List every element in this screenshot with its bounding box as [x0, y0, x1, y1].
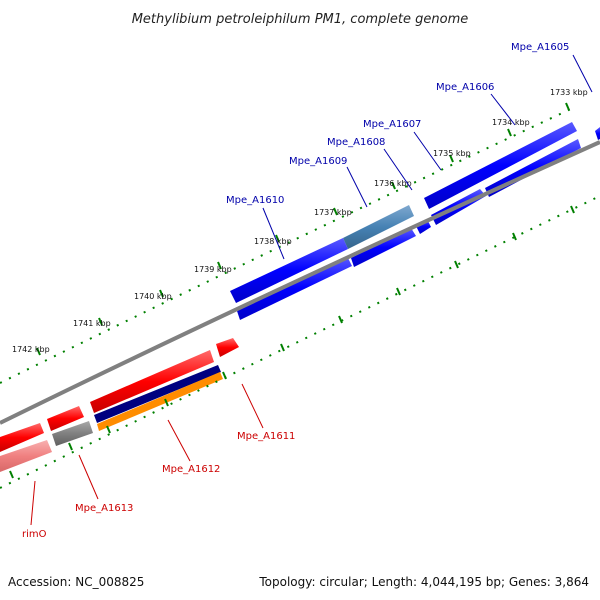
- gene-arrow[interactable]: [230, 238, 348, 303]
- map-title: Methylibium petroleiphilum PM1, complete…: [132, 12, 469, 27]
- gene-arrow[interactable]: [343, 205, 414, 249]
- ruler-tick: [454, 260, 459, 269]
- gene-label-mpe-a1610[interactable]: Mpe_A1610: [226, 195, 284, 206]
- leader-line: [167, 419, 191, 462]
- gene-arrow[interactable]: [595, 127, 600, 140]
- leader-line: [383, 148, 413, 191]
- gene-arrow[interactable]: [236, 256, 352, 320]
- ruler-arc: [0, 107, 574, 384]
- kbp-label: 1741 kbp: [73, 319, 111, 328]
- leader-line: [262, 207, 285, 260]
- leader-line: [346, 166, 368, 208]
- ruler-ticks: [36, 102, 570, 356]
- ruler-tick: [222, 371, 227, 380]
- ruler-tick: [9, 470, 14, 479]
- ruler-tick: [280, 343, 285, 352]
- ruler-tick: [275, 234, 280, 243]
- leader-line: [78, 454, 99, 500]
- gene-label-mpe-a1613[interactable]: Mpe_A1613: [75, 503, 133, 514]
- forward-gene-labels: Mpe_A1605 Mpe_A1606 Mpe_A1607 Mpe_A1608 …: [226, 42, 569, 206]
- genome-summary-text: Topology: circular; Length: 4,044,195 bp…: [258, 575, 589, 589]
- kbp-label: 1736 kbp: [374, 179, 412, 188]
- gene-arrow[interactable]: [52, 421, 93, 446]
- gene-arrow[interactable]: [90, 350, 214, 413]
- ruler-tick: [449, 154, 454, 163]
- kbp-label: 1735 kbp: [433, 149, 471, 158]
- ruler-tick: [217, 261, 222, 270]
- ruler-tick: [507, 128, 512, 137]
- reverse-leaders: [30, 383, 264, 526]
- kbp-label: 1742 kbp: [12, 345, 50, 354]
- ruler-tick: [570, 205, 575, 214]
- gene-label-mpe-a1611[interactable]: Mpe_A1611: [237, 431, 295, 442]
- gene-arrow[interactable]: [216, 338, 239, 357]
- forward-leaders: [262, 54, 593, 260]
- ruler-tick: [159, 289, 164, 298]
- gene-arrow[interactable]: [424, 122, 577, 209]
- gene-label-mpe-a1606[interactable]: Mpe_A1606: [436, 82, 494, 93]
- gene-arrow[interactable]: [0, 423, 44, 452]
- kbp-label: 1734 kbp: [492, 118, 530, 127]
- kbp-label: 1738 kbp: [254, 237, 292, 246]
- ruler-tick: [164, 398, 169, 407]
- reverse-gene-track: [0, 338, 239, 452]
- inner-ticks: [9, 205, 575, 479]
- ruler-tick: [512, 232, 517, 241]
- gene-arrow[interactable]: [94, 365, 221, 423]
- ruler-labels: 1733 kbp 1734 kbp 1735 kbp 1736 kbp 1737…: [12, 88, 588, 354]
- ruler-tick: [36, 347, 41, 356]
- gene-arrow[interactable]: [0, 440, 52, 472]
- ruler-tick: [68, 442, 73, 451]
- leader-line: [490, 93, 516, 126]
- ruler-tick: [338, 315, 343, 324]
- forward-gene-track: [230, 122, 600, 303]
- accession-text: Accession: NC_008825: [8, 575, 144, 589]
- inner-dotted-arc: [0, 195, 600, 489]
- leader-line: [241, 383, 264, 429]
- kbp-label: 1737 kbp: [314, 208, 352, 217]
- kbp-label: 1739 kbp: [194, 265, 232, 274]
- gene-arrow[interactable]: [47, 406, 84, 431]
- ruler-tick: [106, 425, 111, 434]
- leader-line: [30, 480, 36, 526]
- gene-arrow[interactable]: [351, 228, 416, 267]
- leader-line: [572, 54, 593, 93]
- genome-backbone: [0, 140, 600, 425]
- ruler-tick: [565, 102, 570, 111]
- leader-line: [413, 131, 442, 171]
- kbp-label: 1733 kbp: [550, 88, 588, 97]
- ruler-tick: [391, 181, 396, 190]
- kbp-label: 1740 kbp: [134, 292, 172, 301]
- gene-label-rimo[interactable]: rimO: [22, 529, 47, 540]
- ruler-tick: [396, 287, 401, 296]
- ruler-tick: [98, 317, 103, 326]
- gene-label-mpe-a1608[interactable]: Mpe_A1608: [327, 137, 385, 148]
- gene-label-mpe-a1612[interactable]: Mpe_A1612: [162, 464, 220, 475]
- gene-arrow[interactable]: [97, 372, 223, 431]
- reverse-gene-labels: Mpe_A1611 Mpe_A1612 Mpe_A1613 rimO: [22, 431, 295, 540]
- gene-label-mpe-a1607[interactable]: Mpe_A1607: [363, 119, 421, 130]
- gene-label-mpe-a1609[interactable]: Mpe_A1609: [289, 156, 347, 167]
- gene-label-mpe-a1605[interactable]: Mpe_A1605: [511, 42, 569, 53]
- ruler-tick: [333, 207, 338, 216]
